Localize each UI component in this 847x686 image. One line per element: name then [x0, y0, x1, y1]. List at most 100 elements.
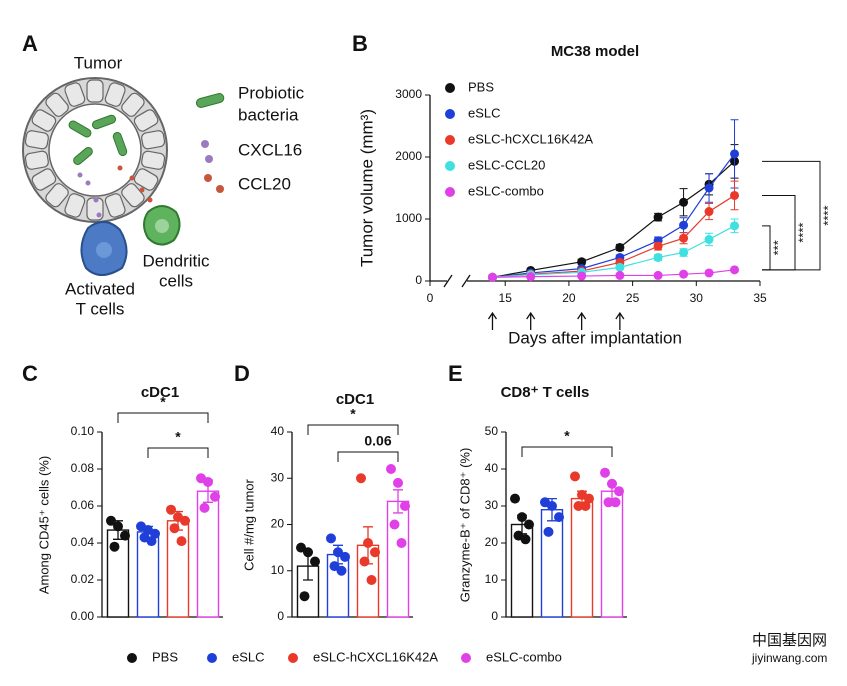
point: [614, 486, 624, 497]
cell: [24, 150, 49, 170]
legend-marker: [461, 653, 471, 663]
chart-title: cDC1: [141, 384, 179, 401]
legend-label: eSLC-hCXCL16K42A: [313, 649, 438, 664]
point: [704, 183, 714, 193]
cell: [45, 92, 69, 117]
chart-title: cDC1: [336, 391, 374, 408]
point: [113, 521, 123, 532]
point: [607, 478, 617, 489]
legend-marker: [288, 653, 298, 663]
watermark: jiyinwang.com: [751, 651, 827, 665]
tick-label: 15: [499, 291, 513, 305]
point: [487, 272, 497, 282]
bacteria: [68, 93, 225, 165]
panel-letter: C: [22, 361, 38, 386]
sig-bracket: [762, 160, 821, 271]
label: CXCL16: [238, 140, 302, 159]
point: [730, 221, 740, 231]
arrow: [526, 311, 536, 330]
legend-label: eSLC-combo: [468, 183, 544, 198]
tick-label: 0.04: [71, 535, 95, 549]
tick-label: 30: [690, 291, 704, 305]
legend-label: eSLC: [468, 105, 501, 120]
label: Dendritic: [142, 251, 210, 270]
tick-label: 10: [271, 563, 285, 577]
sig-label: *: [350, 406, 356, 422]
legend-label: PBS: [468, 79, 494, 94]
sig-label: ***: [770, 240, 785, 255]
point: [580, 501, 591, 511]
point: [210, 491, 220, 502]
point: [169, 523, 180, 534]
point: [199, 502, 210, 513]
point: [106, 515, 116, 526]
point: [679, 247, 689, 257]
point: [730, 149, 740, 159]
panel-a: A Tumor Probiotic bacteria CXCL16 CCL20 …: [22, 31, 305, 318]
label: Activated: [65, 279, 135, 298]
point: [610, 497, 621, 508]
point: [109, 541, 120, 552]
point: [615, 270, 625, 280]
legend-marker: [207, 653, 217, 663]
series-line: [492, 194, 735, 278]
legend-marker: [445, 109, 455, 119]
bar: [106, 529, 130, 618]
point: [336, 565, 347, 576]
x-axis-label: Days after implantation: [508, 328, 682, 347]
sig-bracket: [521, 446, 613, 457]
point: [679, 233, 689, 243]
y-axis-label: Among CD45⁺ cells (%): [36, 456, 51, 594]
panel-letter: B: [352, 31, 368, 56]
label: cells: [159, 271, 193, 290]
point: [146, 536, 157, 547]
watermark: 中国基因网: [752, 632, 827, 649]
cell: [141, 130, 166, 150]
point: [340, 551, 350, 562]
bar: [570, 497, 594, 618]
point: [370, 547, 380, 558]
point: [653, 270, 663, 280]
point: [386, 464, 396, 474]
point: [730, 265, 740, 275]
arrow: [487, 311, 498, 330]
point: [679, 220, 689, 230]
tick-label: 40: [271, 424, 285, 438]
point: [166, 504, 176, 515]
label: CCL20: [238, 174, 291, 193]
point: [389, 519, 400, 530]
point: [299, 591, 310, 602]
tick-label: 25: [626, 291, 640, 305]
cell: [45, 183, 69, 208]
sig-label: ****: [795, 223, 810, 243]
point: [176, 536, 187, 547]
point: [679, 269, 689, 279]
legend-marker: [445, 83, 455, 93]
point: [543, 526, 554, 537]
point: [704, 207, 714, 217]
point: [120, 530, 130, 541]
legend-marker: [445, 135, 455, 145]
series-line: [492, 225, 735, 278]
cell: [31, 109, 57, 132]
ccl20-dots: [117, 165, 224, 203]
dendritic-nucleus: [155, 219, 169, 233]
panel-letter: A: [22, 31, 38, 56]
sig-bracket: [762, 194, 796, 271]
point: [510, 493, 520, 504]
sig-label: *: [564, 428, 570, 444]
point: [615, 243, 625, 253]
y-axis-label: Tumor volume (mm³): [357, 109, 376, 267]
point: [704, 268, 714, 278]
cell: [104, 82, 126, 107]
point: [524, 519, 534, 530]
point: [600, 467, 610, 478]
arrow: [577, 311, 587, 330]
point: [730, 190, 740, 200]
y-axis-label: Cell #/mg tumor: [241, 478, 256, 570]
tick-label: 30: [271, 470, 285, 484]
point: [517, 512, 527, 523]
point: [359, 556, 370, 567]
sig-bracket: [307, 424, 399, 435]
